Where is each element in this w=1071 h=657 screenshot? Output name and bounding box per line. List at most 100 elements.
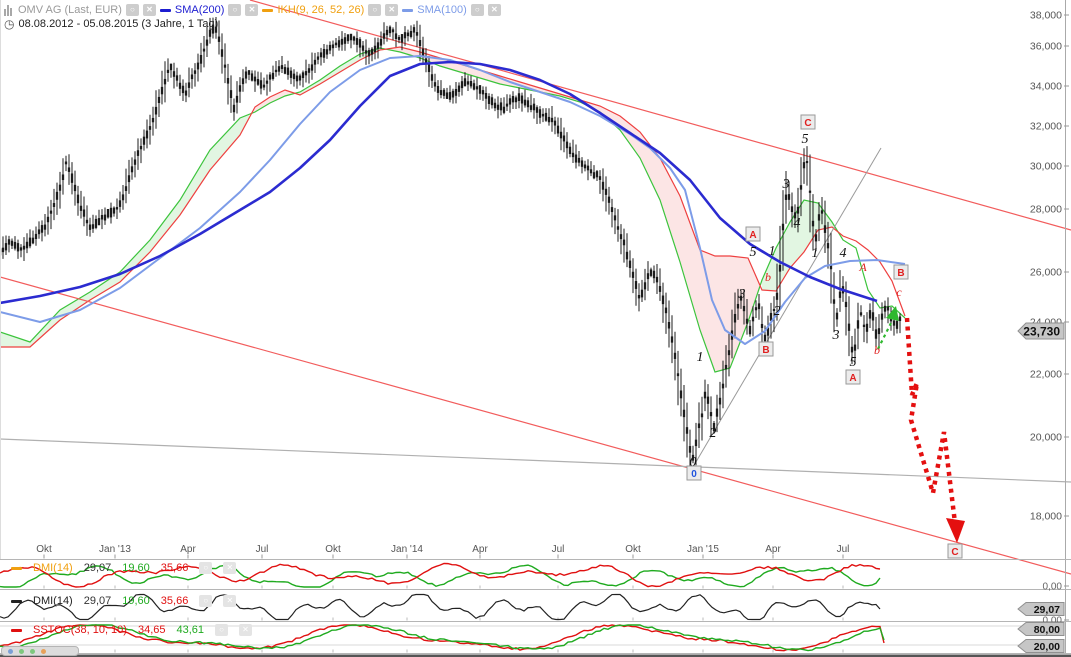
dmi-dash-icon <box>11 566 22 570</box>
y-axis-label: 38,000 <box>1030 10 1062 22</box>
nav-dot-orange[interactable] <box>41 648 46 654</box>
sstoc-d-value: 43,61 <box>176 624 205 636</box>
wave-number: 5 <box>750 245 757 260</box>
ikh-dash-icon <box>262 8 274 12</box>
nav-dot-green2[interactable] <box>30 648 35 654</box>
x-axis-label: Okt <box>36 544 52 555</box>
legend-item-sma100: SMA(100) <box>417 4 467 16</box>
instrument-settings-button[interactable]: ○ <box>125 4 139 16</box>
y-axis-label: 36,000 <box>1030 41 1062 53</box>
dmi-plusdi-line <box>0 564 881 588</box>
sstoc-label: SSTOC(38, 10, 10) <box>33 624 127 636</box>
y-axis-label: 18,000 <box>1030 511 1062 523</box>
bearish-projection-arrow <box>904 317 958 524</box>
ichimoku-senkou-a-line <box>0 47 906 373</box>
wave-number: 2 <box>774 304 781 319</box>
wave-box-label: C <box>804 118 811 129</box>
y-axis-label: 22,000 <box>1030 369 1062 381</box>
adx-zero-label: 0,00 <box>1043 616 1063 627</box>
x-axis-label: Okt <box>325 544 341 555</box>
sstoc-d-line <box>0 624 885 652</box>
wave-box <box>745 226 761 242</box>
wave-number: 4 <box>840 246 847 261</box>
wave-box-label: 0 <box>691 469 697 480</box>
legend-item-ikh: IKH(9, 26, 52, 26) <box>277 4 365 16</box>
bearish-projection-arrow-head <box>946 518 965 543</box>
adx-settings-button[interactable]: ○ <box>199 595 213 607</box>
y-axis-label: 20,000 <box>1030 432 1062 444</box>
date-range-row: ◷ 08.08.2012 - 05.08.2015 (3 Jahre, 1 Ta… <box>4 18 218 30</box>
sstoc-upper-level-tag <box>1017 622 1065 636</box>
x-axis-label: Okt <box>625 544 641 555</box>
nav-dot-green1[interactable] <box>19 648 24 654</box>
dmi-zero-label: 0,00 <box>1043 582 1063 593</box>
wave-number: 2 <box>710 426 717 441</box>
sstoc-upper-level: 80,00 <box>1034 624 1060 636</box>
adx-plusdi-value: 19,60 <box>122 595 150 607</box>
adx-value: 29,07 <box>83 595 112 607</box>
bounce-arrow <box>877 320 893 350</box>
sstoc-legend: SSTOC(38, 10, 10) 34,65 43,61 ○ ✕ <box>4 624 253 636</box>
chart-legend: OMV AG (Last, EUR) ○ ✕ SMA(200) ○ ✕ IKH(… <box>4 4 501 16</box>
wave-box-label: B <box>762 345 769 356</box>
wave-letter: c <box>896 285 902 299</box>
sstoc-settings-button[interactable]: ○ <box>215 624 229 636</box>
wave-box <box>758 341 774 357</box>
dmi-settings-button[interactable]: ○ <box>199 562 213 574</box>
sstoc-lower-level: 20,00 <box>1034 641 1060 653</box>
clock-icon: ◷ <box>4 17 15 31</box>
dmi-adx-value: 29,07 <box>83 562 112 574</box>
sstoc-lower-level-tag <box>1017 639 1065 653</box>
y-axis-label: 26,000 <box>1030 267 1062 279</box>
dmi-label: DMI(14) <box>33 562 73 574</box>
wave-number: 1 <box>697 350 704 365</box>
sma200-dash-icon <box>159 8 171 12</box>
instrument-close-button[interactable]: ✕ <box>142 4 156 16</box>
ichimoku-senkou-b-line <box>0 46 906 348</box>
adx-label: DMI(14) <box>33 595 73 607</box>
instrument-title: OMV AG (Last, EUR) <box>18 4 122 16</box>
ikh-close-button[interactable]: ✕ <box>385 4 399 16</box>
dmi-minusdi-value: 35,66 <box>160 562 189 574</box>
horizontal-support <box>0 438 1071 483</box>
dmi-close-button[interactable]: ✕ <box>223 562 237 574</box>
wave-number: 3 <box>782 177 790 192</box>
x-axis-label: Jan '13 <box>99 544 131 555</box>
x-axis-label: Jul <box>552 544 565 555</box>
y-axis-label: 34,000 <box>1030 81 1062 93</box>
sstoc-close-button[interactable]: ✕ <box>239 624 253 636</box>
sma100-settings-button[interactable]: ○ <box>470 4 484 16</box>
sma200-line <box>0 60 878 305</box>
x-axis-label: Jul <box>837 544 850 555</box>
wave-number: 3 <box>832 328 840 343</box>
dmi-minusdi-line <box>0 562 881 588</box>
nav-dot-blue[interactable] <box>8 648 13 654</box>
bounce-arrow-head <box>886 306 899 321</box>
x-axis-label: Apr <box>180 544 196 555</box>
wave-box <box>800 114 816 130</box>
wave-box <box>845 369 861 385</box>
sma200-close-button[interactable]: ✕ <box>245 4 259 16</box>
impulse-trendline <box>692 147 882 468</box>
sma100-dash-icon <box>402 8 414 12</box>
sstoc-k-value: 34,65 <box>137 624 166 636</box>
x-axis-label: Apr <box>472 544 488 555</box>
wave-letter: A <box>858 260 867 274</box>
ikh-settings-button[interactable]: ○ <box>368 4 382 16</box>
legend-item-sma200: SMA(200) <box>174 4 225 16</box>
wave-letter: b <box>765 270 771 284</box>
adx-current-value-tag <box>1017 602 1065 616</box>
y-axis-label: 28,000 <box>1030 204 1062 216</box>
adx-close-button[interactable]: ✕ <box>223 595 237 607</box>
date-range: 08.08.2012 - 05.08.2015 (3 Jahre, 1 Tag) <box>18 18 219 30</box>
wave-box <box>947 543 963 559</box>
sma200-settings-button[interactable]: ○ <box>228 4 242 16</box>
candlestick-icon <box>4 4 12 16</box>
mini-nav-pill[interactable] <box>1 646 79 656</box>
wave-number: 1 <box>769 244 776 259</box>
adx-dash-icon <box>11 599 22 603</box>
wave-box <box>893 264 909 280</box>
sma100-close-button[interactable]: ✕ <box>487 4 501 16</box>
